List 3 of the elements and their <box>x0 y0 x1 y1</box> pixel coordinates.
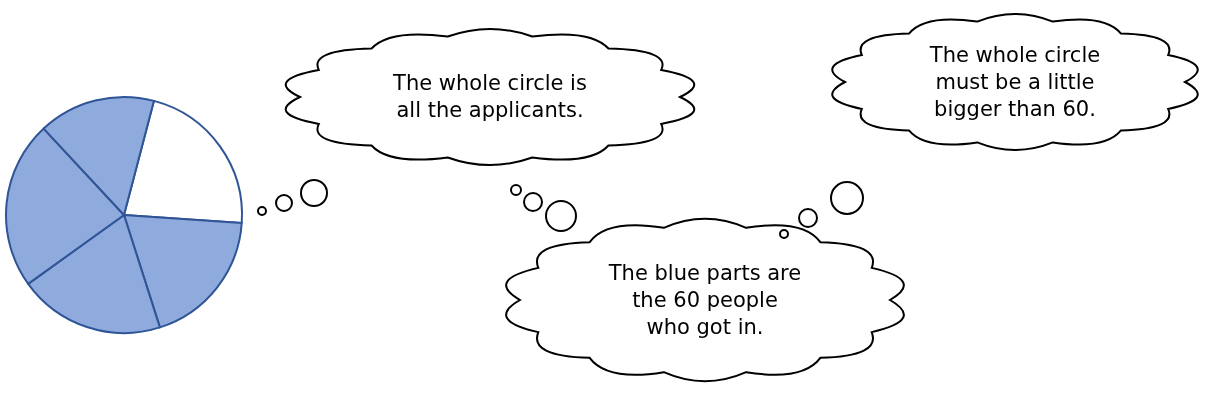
text: The blue parts are the 60 people who got in. <box>607 259 803 341</box>
text: The whole circle must be a little bigger than 60. <box>928 41 1102 123</box>
text: The whole circle is all the applicants. <box>392 70 588 124</box>
